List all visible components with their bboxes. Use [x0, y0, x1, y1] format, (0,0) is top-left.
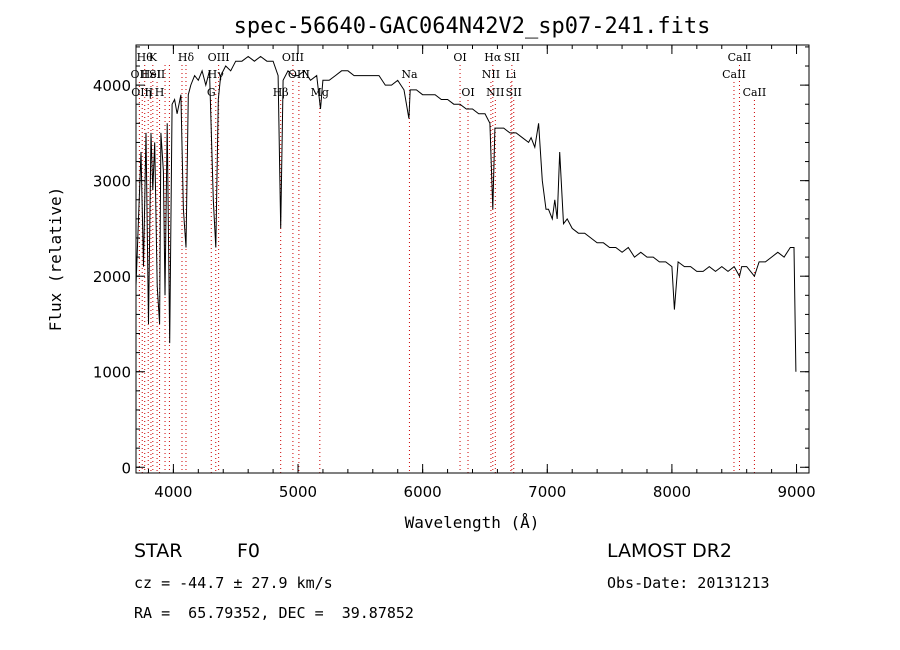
x-tick-label: 9000	[777, 483, 815, 501]
marker-label: Hγ	[208, 68, 225, 81]
marker-label: Hβ	[273, 86, 289, 99]
y-tick-label: 1000	[93, 364, 131, 382]
marker-label: OIII	[208, 51, 230, 64]
marker-label: η	[145, 86, 152, 99]
marker-label: OI	[461, 86, 474, 99]
x-tick-label: 4000	[154, 483, 192, 501]
marker-label: Li	[505, 68, 516, 81]
y-tick-label: 0	[121, 459, 131, 477]
marker-label: Na	[401, 68, 418, 81]
marker-label: Hα	[484, 51, 502, 64]
marker-label: OIII	[282, 51, 304, 64]
marker-label: CaII	[722, 68, 746, 81]
marker-label: Mg	[311, 86, 329, 99]
marker-label: CaII	[743, 86, 767, 99]
coordinates-text: RA = 65.79352, DEC = 39.87852	[134, 604, 414, 622]
marker-label: SII	[506, 86, 522, 99]
marker-label: OI	[453, 51, 466, 64]
marker-label: Hδ	[178, 51, 195, 64]
y-axis-label: Flux (relative)	[46, 187, 65, 332]
y-tick-label: 3000	[93, 173, 131, 191]
x-tick-label: 6000	[404, 483, 442, 501]
y-tick-label: 2000	[93, 268, 131, 286]
marker-label: CaII	[728, 51, 752, 64]
x-axis-label: Wavelength (Å)	[405, 513, 540, 532]
redshift-text: cz = -44.7 ± 27.9 km/s	[134, 574, 333, 592]
y-axis: 0 1000 2000 3000 4000	[93, 47, 809, 477]
line-marker-labels: OIIOIIIHθηHeIKSIIHHδGHγOIIIHβOIIIOIIIMgN…	[131, 51, 767, 99]
marker-label: K	[149, 51, 158, 64]
x-tick-label: 7000	[528, 483, 566, 501]
marker-label: G	[207, 86, 216, 99]
x-tick-label: 5000	[279, 483, 317, 501]
object-type: STAR	[134, 540, 182, 562]
chart-title: spec-56640-GAC064N42V2_sp07-241.fits	[234, 14, 711, 39]
marker-label: H	[155, 86, 165, 99]
line-markers	[139, 65, 754, 473]
marker-label: SII	[504, 51, 520, 64]
y-tick-label: 4000	[93, 77, 131, 95]
marker-label: OIII	[288, 68, 310, 81]
marker-label: NII	[482, 68, 500, 81]
spectrum-line	[136, 57, 796, 372]
marker-label: NII	[486, 86, 504, 99]
x-tick-label: 8000	[653, 483, 691, 501]
survey-name: LAMOST DR2	[607, 540, 732, 562]
marker-label: SII	[149, 68, 165, 81]
obs-date-text: Obs-Date: 20131213	[607, 574, 770, 592]
spectral-subclass: F0	[237, 540, 260, 562]
